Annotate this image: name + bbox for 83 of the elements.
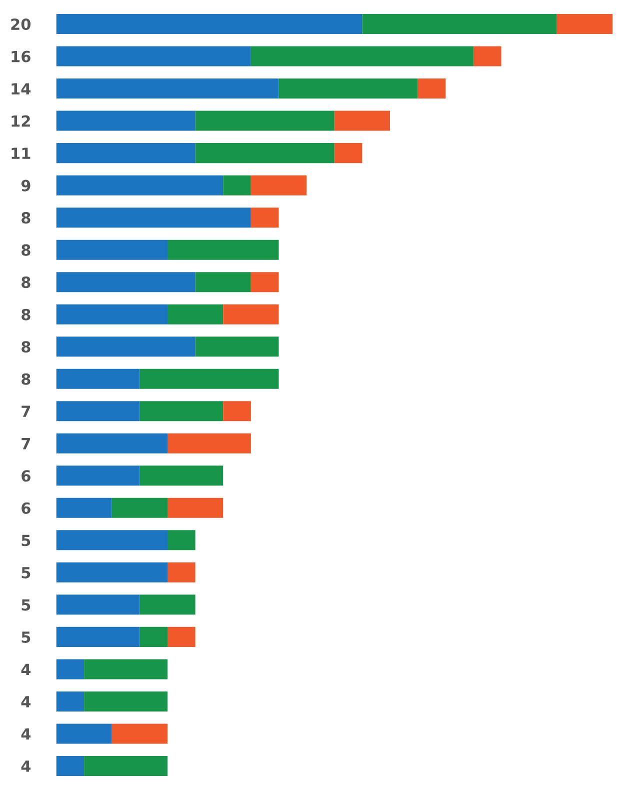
bar: [223, 401, 251, 422]
bar: [56, 691, 84, 712]
y-tick-label: 6: [22, 502, 30, 514]
bar: [556, 14, 612, 34]
y-tick-label: 4: [21, 728, 31, 740]
bar: [168, 240, 279, 260]
bar: [140, 594, 196, 615]
y-tick-label: 7: [22, 438, 30, 450]
bar: [112, 498, 168, 518]
y-tick-label: 8: [22, 244, 30, 256]
bar: [195, 272, 251, 292]
bar: [56, 175, 224, 196]
bar: [168, 433, 251, 454]
bar: [84, 756, 168, 776]
bar: [418, 78, 446, 99]
bar: [56, 401, 140, 422]
y-tick-label: 16: [12, 50, 30, 62]
bar: [168, 626, 196, 647]
y-tick-label: 5: [22, 567, 30, 578]
bar: [250, 208, 279, 228]
bar: [195, 143, 334, 164]
y-tick-label: 8: [22, 276, 30, 288]
bar: [140, 626, 168, 647]
y-tick-label: 5: [22, 632, 30, 643]
bar: [250, 272, 279, 292]
bar: [84, 659, 168, 680]
bar: [56, 272, 196, 292]
bar: [56, 240, 168, 260]
bar: [56, 594, 140, 615]
y-tick-label: 20: [11, 18, 31, 30]
bar: [250, 175, 307, 196]
bar: [112, 724, 168, 744]
bar: [168, 498, 224, 518]
bar: [278, 78, 418, 99]
y-tick-label: 7: [22, 406, 30, 417]
y-tick-label: 9: [21, 180, 30, 192]
bar: [223, 175, 251, 196]
bar: [56, 466, 140, 486]
bar: [334, 110, 390, 131]
bar: [56, 724, 112, 744]
bar: [56, 110, 196, 131]
y-tick-label: 4: [21, 760, 31, 772]
y-tick-label: 8: [22, 373, 30, 385]
bar: [56, 368, 140, 389]
y-tick-label: 8: [22, 308, 30, 320]
y-tick-label: 5: [22, 534, 30, 546]
bar: [56, 756, 84, 776]
bar: [56, 659, 84, 680]
bar: [250, 46, 474, 66]
bar: [195, 110, 334, 131]
y-tick-label: 12: [12, 115, 30, 127]
bar: [56, 14, 362, 34]
bar: [56, 208, 251, 228]
bar: [195, 336, 279, 357]
bar: [334, 143, 362, 164]
bar: [56, 304, 168, 324]
bar: [56, 143, 196, 164]
bar: [56, 498, 112, 518]
bar: [56, 78, 279, 99]
y-tick-label: 11: [12, 148, 30, 159]
bar: [362, 14, 557, 34]
bar: [140, 368, 279, 389]
y-tick-label: 14: [12, 83, 31, 94]
y-tick-label: 4: [21, 696, 31, 708]
y-tick-label: 8: [22, 212, 30, 224]
bar: [56, 46, 251, 66]
bar: [84, 691, 168, 712]
bar: [56, 336, 196, 357]
bar: [168, 530, 196, 550]
bar: [223, 304, 279, 324]
bar: [56, 530, 168, 550]
y-tick-label: 8: [22, 341, 30, 353]
bar: [168, 304, 224, 324]
bar: [56, 626, 140, 647]
y-tick-label: 5: [22, 599, 30, 611]
bar: [56, 562, 168, 582]
bar: [56, 433, 168, 454]
bar: [168, 562, 196, 582]
y-tick-label: 6: [22, 470, 30, 482]
bar: [140, 401, 224, 422]
bar: [473, 46, 502, 66]
y-tick-label: 4: [21, 664, 31, 675]
bar: [140, 466, 224, 486]
